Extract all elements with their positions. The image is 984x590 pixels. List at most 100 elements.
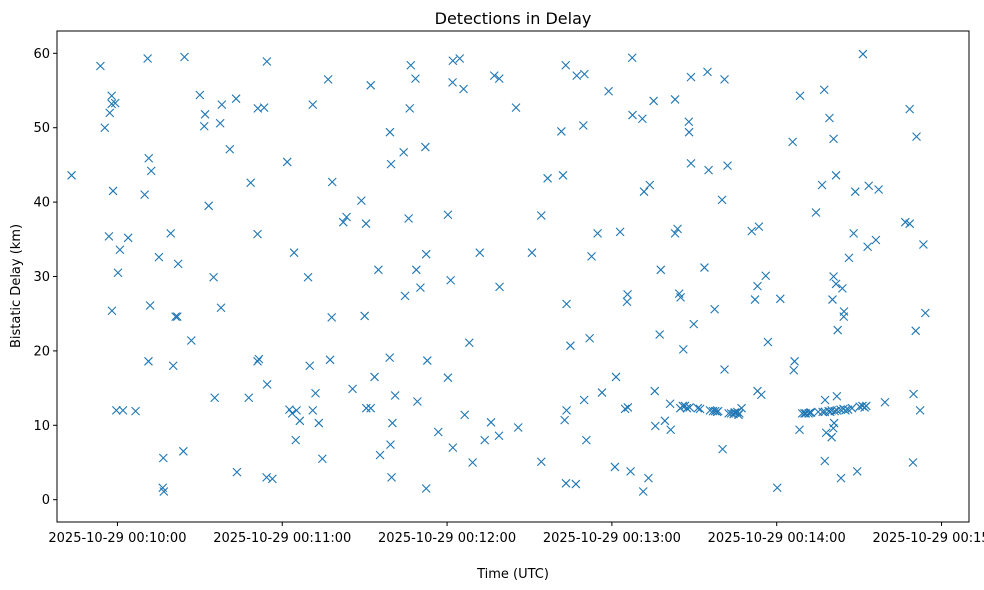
detection-point [695,404,705,414]
detection-point [144,153,154,163]
detection-point [107,99,117,109]
detection-point [154,252,164,262]
detection-point [96,61,105,71]
detection-point [561,60,571,70]
detection-point [180,52,189,62]
detection-point [832,406,842,415]
detection-point [805,408,815,418]
detection-point [580,69,589,79]
x-tick-label: 2025-10-29 00:13:00 [543,531,681,546]
detection-point [448,56,458,66]
detection-point [686,159,696,168]
detection-point [637,114,647,124]
detection-point [342,212,351,222]
detection-point [113,268,123,278]
detection-point [847,403,857,413]
detection-point [639,187,649,197]
detection-point [593,228,602,238]
detection-point [828,295,837,304]
detection-point [797,408,807,418]
detection-point [710,304,720,314]
detection-point [118,406,128,415]
detection-point [623,403,633,412]
detection-point [210,393,220,403]
y-axis-label: Bistatic Delay (km) [9,224,24,348]
detection-point [388,418,397,428]
detection-point [720,365,729,374]
detection-point [911,326,921,336]
detection-point [168,361,178,371]
detection-point [107,306,117,316]
detection-point [840,406,850,415]
detection-point [232,467,242,477]
detection-point [443,210,453,220]
detection-point [761,271,771,281]
detection-point [723,161,732,171]
detection-point [390,391,400,400]
detection-point [385,353,395,362]
detection-point [100,123,110,133]
detection-point [209,272,218,282]
detection-point [433,427,443,437]
detection-point [915,406,925,415]
detection-point [750,295,760,304]
detection-point [361,219,371,229]
detection-point [107,91,117,101]
detection-point [513,423,523,432]
detection-point [405,103,415,113]
detection-point [837,284,847,293]
detection-point [717,195,727,205]
detection-point [291,435,301,445]
detection-point [495,282,504,292]
detection-point [325,355,335,365]
detection-point [850,187,860,197]
detection-point [267,474,277,484]
detection-point [811,208,821,217]
detection-point [386,440,395,450]
detection-point [919,240,928,249]
detection-point [833,325,843,335]
x-axis: 2025-10-29 00:10:00 2025-10-29 00:11:00 20… [48,522,984,546]
detection-point [459,84,468,94]
detection-point [448,443,458,452]
detection-point [820,456,830,466]
detection-point [806,408,816,418]
detection-point [400,291,410,301]
detection-point [366,403,376,413]
detection-point [171,312,181,322]
detection-point [615,227,625,237]
detection-point [204,201,214,211]
detection-point [689,319,699,329]
detection-point [375,450,385,460]
detection-point [195,90,205,100]
detection-point [413,397,422,406]
detection-point [448,77,457,87]
detection-point [173,259,183,269]
detection-point [323,74,333,84]
detection-point [370,372,379,382]
detection-point [821,428,831,438]
detection-point [693,403,703,413]
detection-point [754,222,764,232]
detection-point [253,356,262,366]
detection-point [110,98,120,108]
detection-point [386,159,396,169]
detection-point [831,279,841,289]
detection-point [215,118,225,128]
detection-point [527,248,537,258]
detection-point [747,226,757,236]
detection-point [166,228,176,238]
detection-point [813,407,823,417]
detection-point [186,336,196,345]
detection-point [666,425,676,435]
detection-point [718,444,727,454]
detection-point [772,483,782,493]
detection-point [611,372,621,382]
detection-point [145,301,155,310]
detection-point [411,265,421,275]
detection-point [571,479,581,489]
detection-point [623,289,632,299]
detection-point [314,418,324,428]
detection-point [158,453,168,463]
detection-point [217,100,227,110]
